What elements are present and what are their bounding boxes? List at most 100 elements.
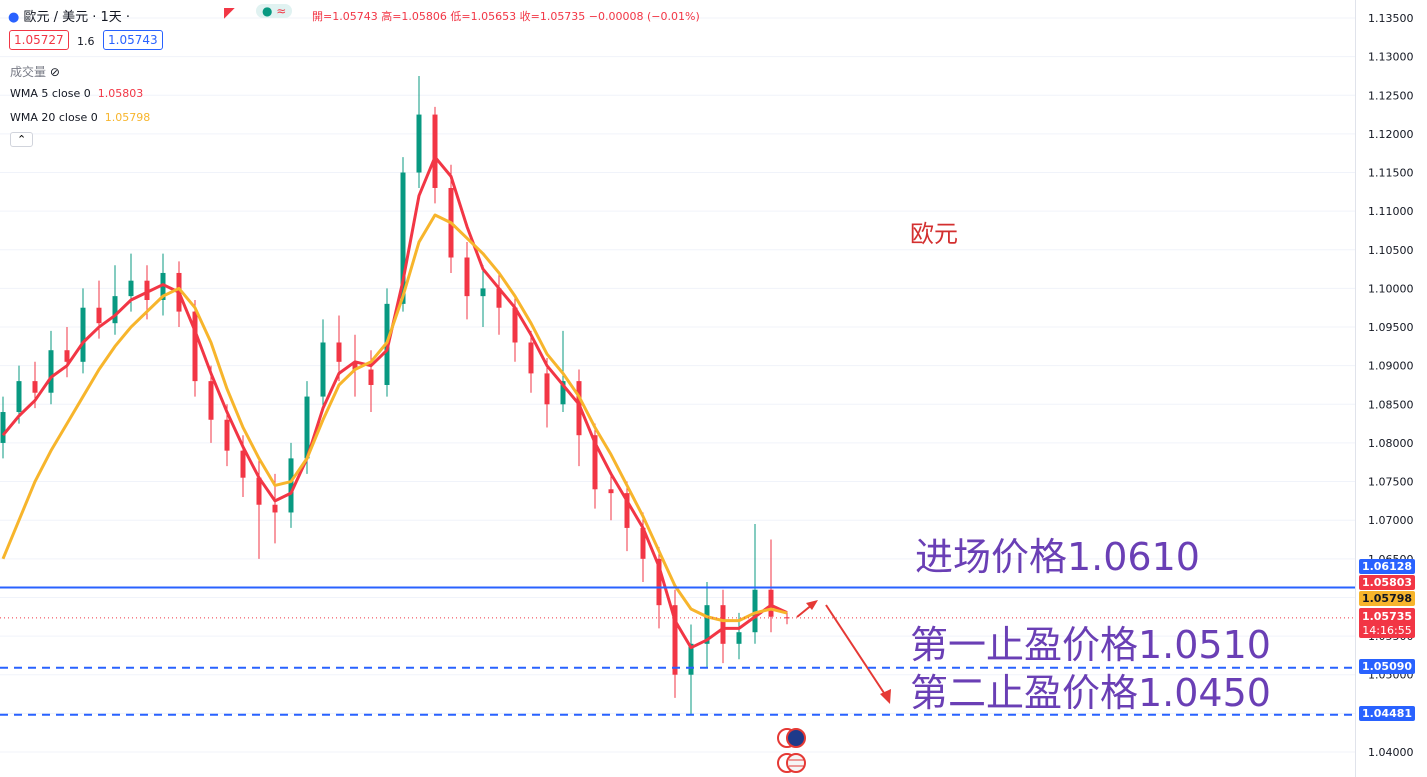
annotation: 欧元: [910, 220, 958, 248]
y-tick-label: 1.12500: [1368, 89, 1414, 102]
candle-body: [192, 311, 198, 382]
candle-body: [336, 342, 342, 362]
legend-wma20[interactable]: WMA 20 close 0 1.05798: [10, 111, 150, 124]
y-tick-label: 1.10500: [1368, 244, 1414, 257]
wma-line: [1, 213, 788, 623]
candle-body: [496, 288, 502, 308]
level-label-box: [1359, 559, 1415, 574]
flag-icons: [777, 728, 806, 773]
candle-body: [320, 342, 326, 397]
level-label-box: [1359, 706, 1415, 721]
current-price-box: [1359, 608, 1415, 638]
level-label: 1.06128: [1362, 560, 1412, 573]
candle-body: [224, 419, 230, 451]
candle-body: [16, 381, 22, 413]
y-tick-label: 1.12000: [1368, 128, 1414, 141]
current-price-label: 1.05735: [1362, 610, 1412, 623]
candle-body: [48, 350, 54, 393]
candle-body: [704, 605, 710, 644]
status[interactable]: ● ≈: [256, 4, 293, 18]
candle-body: [560, 381, 566, 405]
candle-body: [640, 527, 646, 559]
candle-body: [624, 493, 630, 528]
level-label: 1.05090: [1362, 660, 1412, 673]
legend-value: 1.05798: [104, 111, 151, 124]
y-tick-label: 1.09000: [1368, 360, 1414, 373]
level-annotation: 第二止盈价格1.0450: [910, 671, 1271, 715]
countdown: 14:16:55: [1362, 624, 1411, 637]
legend-name: WMA 5 close 0: [10, 87, 91, 100]
candle-body: [672, 605, 678, 675]
legend-wma5[interactable]: WMA 5 close 0 1.05803: [10, 87, 143, 100]
candle-body: [128, 280, 134, 297]
legend-name: WMA 20 close 0: [10, 111, 98, 124]
candle-body: [288, 458, 294, 513]
symbol-text: 歐元 / 美元 · 1天 ·: [23, 10, 131, 25]
candle-body: [528, 342, 534, 374]
candle-body: [784, 617, 790, 619]
series-price-label: 1.05798: [1362, 592, 1412, 605]
candle-body: [160, 272, 166, 300]
plot: [0, 17, 1355, 753]
y-tick-label: 1.13500: [1368, 12, 1414, 25]
candle-body: [32, 381, 38, 393]
candle-body: [432, 114, 438, 188]
y-tick-label: 1.04000: [1368, 746, 1414, 759]
level-label: 1.04481: [1362, 707, 1412, 720]
candle-body: [256, 477, 262, 505]
y-tick-label: 1.11500: [1368, 167, 1414, 180]
volume-text: 成交量: [10, 65, 47, 79]
y-tick-label: 1.07000: [1368, 514, 1414, 527]
y-tick-label: 1.08000: [1368, 437, 1414, 450]
candle-body: [768, 589, 774, 617]
legend-value: 1.05803: [97, 87, 144, 100]
candle-body: [0, 412, 6, 443]
candle-body: [720, 605, 726, 644]
series-price-box: [1359, 575, 1415, 590]
symbol[interactable]: ● 歐元 / 美元 · 1天 ·: [8, 10, 131, 25]
candle-body: [656, 558, 662, 606]
arrow-head: [806, 600, 818, 610]
candle-body: [592, 435, 598, 490]
candle-body: [752, 589, 758, 633]
arrow: [825, 604, 887, 697]
y-tick-label: 1.13000: [1368, 51, 1414, 64]
ask-box[interactable]: 1.05743: [103, 30, 163, 50]
level-annotation: 进场价格1.0610: [915, 535, 1200, 579]
volume-label: 成交量 ⊘: [10, 65, 60, 79]
series-price-label: 1.05803: [1362, 576, 1412, 589]
y-tick-label: 1.11000: [1368, 205, 1414, 218]
level-label-box: [1359, 659, 1415, 674]
candle-body: [80, 307, 86, 362]
candle-body: [400, 172, 406, 304]
candle-body: [608, 489, 614, 494]
y-tick-label: 1.09500: [1368, 321, 1414, 334]
candle-body: [464, 257, 470, 297]
ohlc: 開=1.05743 高=1.05806 低=1.05653 收=1.05735 …: [312, 10, 700, 23]
bid-box[interactable]: 1.05727: [9, 30, 69, 50]
candle-body: [736, 632, 742, 644]
candle-body: [112, 296, 118, 324]
candle-body: [512, 307, 518, 343]
candle-body: [480, 288, 486, 297]
candle-body: [416, 114, 422, 173]
arrow-head: [880, 689, 891, 704]
spread: 1.6: [77, 35, 95, 48]
level-annotation: 第一止盈价格1.0510: [910, 623, 1271, 667]
candle-body: [544, 373, 550, 405]
candle-body: [144, 280, 150, 300]
flag-button[interactable]: ◤: [224, 5, 235, 21]
candle-body: [368, 369, 374, 385]
y-tick-label: 1.07500: [1368, 476, 1414, 489]
candle-body: [688, 643, 694, 675]
candle-body: [352, 361, 358, 370]
candle-body: [272, 504, 278, 513]
candle-body: [208, 381, 214, 420]
collapse-button[interactable]: ⌃: [10, 132, 34, 147]
candle-body: [240, 450, 246, 478]
candle-body: [96, 307, 102, 324]
y-tick-label: 1.10000: [1368, 282, 1414, 295]
candle-body: [64, 350, 70, 362]
